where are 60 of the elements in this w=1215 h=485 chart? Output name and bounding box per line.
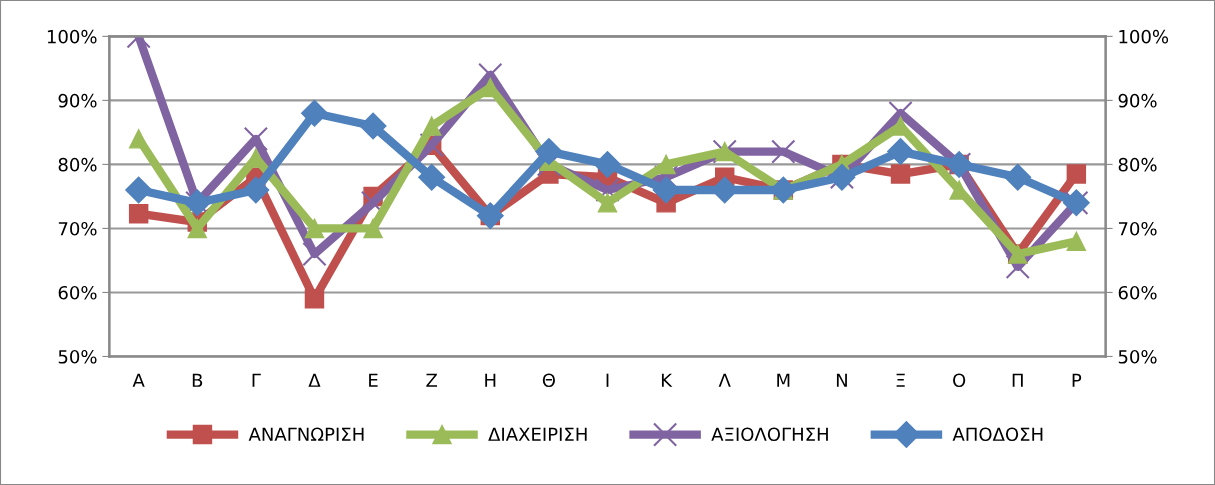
point <box>771 139 796 164</box>
x-tick-label: Α <box>132 373 145 387</box>
point <box>243 126 269 151</box>
x-tick-label: Κ <box>661 373 673 387</box>
x-tick-label: Ρ <box>1072 373 1082 387</box>
x-tick-label: Ν <box>836 373 847 387</box>
x-tick-label: Ο <box>953 373 966 388</box>
point <box>418 163 446 191</box>
x-tick-label: Δ <box>308 373 321 387</box>
point <box>478 62 503 87</box>
point <box>187 218 207 239</box>
y2-tick-label: 90% <box>1118 93 1157 108</box>
y-tick-label: 100% <box>47 29 97 44</box>
x-tick-label: Π <box>1012 373 1023 387</box>
point <box>535 138 563 166</box>
point <box>595 177 620 203</box>
legend-label: ΑΠΟΔΟΣΗ <box>952 427 1043 442</box>
point <box>421 116 442 136</box>
point <box>1066 231 1087 251</box>
point <box>128 129 149 149</box>
point <box>242 176 270 204</box>
y-tick-label: 60% <box>58 285 97 300</box>
point <box>597 193 618 213</box>
legend-label: ΔΙΑΧΕΙΡΙΣΗ <box>488 427 587 441</box>
x-tick-label: Λ <box>718 373 731 387</box>
y-tick-label: 90% <box>58 93 97 108</box>
x-tick-label: Θ <box>542 373 555 388</box>
point <box>125 176 153 204</box>
point <box>476 202 504 230</box>
point <box>304 218 325 239</box>
x-tick-label: Γ <box>252 373 261 387</box>
point <box>890 164 911 184</box>
legend-label: ΑΞΙΟΛΟΓΗΣΗ <box>711 427 828 442</box>
point <box>594 150 621 178</box>
x-tick-label: Η <box>485 373 496 387</box>
x-tick-label: Ε <box>369 373 378 387</box>
x-tick-label: Μ <box>777 373 790 387</box>
y2-tick-label: 70% <box>1118 221 1157 236</box>
point <box>359 112 387 140</box>
y-tick-label: 50% <box>58 349 97 364</box>
x-tick-label: Ξ <box>896 373 905 387</box>
point <box>128 203 149 224</box>
point <box>1004 163 1032 191</box>
y2-tick-label: 80% <box>1118 157 1157 172</box>
point <box>302 241 327 267</box>
y-tick-label: 70% <box>58 221 97 236</box>
point <box>1066 164 1087 184</box>
x-tick-label: Β <box>192 373 203 387</box>
point <box>304 289 325 309</box>
legend-label: ΑΝΑΓΝΩΡΙΣΗ <box>248 427 364 441</box>
x-tick-label: Ζ <box>426 373 438 387</box>
point <box>656 154 676 175</box>
x-tick-label: Ι <box>606 373 609 387</box>
y-tick-label: 80% <box>58 157 97 172</box>
point <box>363 218 383 239</box>
point <box>301 99 328 127</box>
y2-tick-label: 60% <box>1118 285 1157 300</box>
point <box>887 138 914 166</box>
y2-tick-label: 50% <box>1118 349 1157 364</box>
y2-tick-label: 100% <box>1119 29 1169 44</box>
